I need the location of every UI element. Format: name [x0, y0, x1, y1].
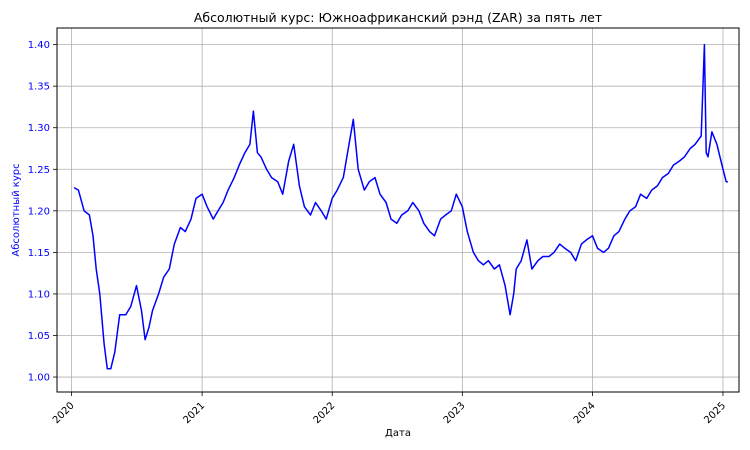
x-tick-label: 2024	[572, 400, 598, 426]
x-tick-label: 2021	[181, 400, 207, 426]
gridlines	[57, 28, 739, 392]
chart-title: Абсолютный курс: Южноафриканский рэнд (Z…	[194, 10, 602, 25]
x-axis: 2020 2021 2022 2023 2024 2025	[51, 392, 728, 426]
y-tick-label: 1.15	[28, 248, 50, 259]
y-tick-label: 1.40	[28, 40, 50, 51]
y-tick-label: 1.05	[28, 331, 50, 342]
plot-area-frame	[56, 27, 740, 393]
y-tick-label: 1.00	[28, 373, 50, 384]
x-tick-label: 2022	[312, 400, 338, 426]
x-tick-label: 2020	[51, 400, 77, 426]
y-tick-label: 1.35	[28, 82, 50, 93]
y-tick-label: 1.30	[28, 123, 50, 134]
y-tick-label: 1.20	[28, 206, 50, 217]
series-line	[73, 43, 728, 370]
y-tick-label: 1.25	[28, 165, 50, 176]
x-axis-label: Дата	[385, 428, 411, 439]
y-axis-label: Абсолютный курс	[11, 163, 22, 256]
y-axis: 1.00 1.05 1.10 1.15 1.20 1.25 1.30 1.35 1.40	[28, 40, 57, 384]
x-tick-label: 2025	[702, 400, 728, 426]
x-tick-label: 2023	[442, 400, 468, 426]
y-tick-label: 1.10	[28, 289, 50, 300]
